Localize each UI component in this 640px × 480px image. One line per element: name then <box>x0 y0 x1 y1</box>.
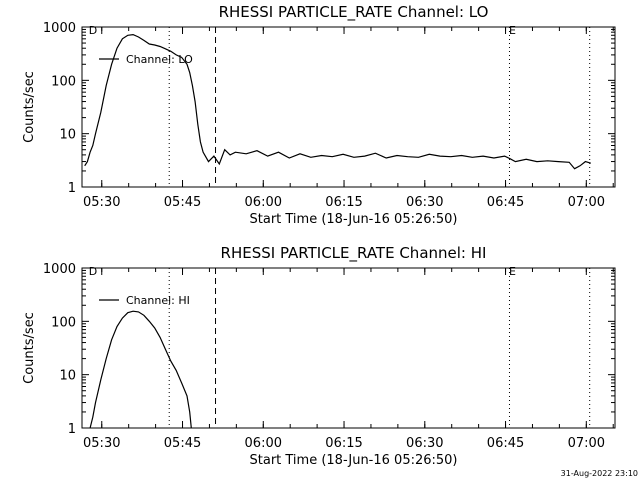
x-tick-label: 06:00 <box>245 436 282 451</box>
x-tick-label: 06:15 <box>325 195 362 210</box>
x-tick-label: 07:00 <box>568 436 605 451</box>
y-tick-label: 1000 <box>43 262 76 277</box>
chart-title: RHESSI PARTICLE_RATE Channel: HI <box>221 244 487 263</box>
footer-timestamp: 31-Aug-2022 23:10 <box>561 469 638 478</box>
x-tick-label: 05:30 <box>83 195 120 210</box>
x-tick-label: 06:45 <box>487 195 524 210</box>
x-tick-label: 06:15 <box>325 436 362 451</box>
x-axis-label: Start Time (18-Jun-16 05:26:50) <box>250 212 458 227</box>
x-tick-label: 06:30 <box>406 195 443 210</box>
y-tick-label: 1 <box>68 422 76 437</box>
x-tick-label: 05:45 <box>164 436 201 451</box>
x-tick-label: 07:00 <box>568 195 605 210</box>
series-line <box>84 33 591 170</box>
corner-marker-label: D <box>89 265 97 278</box>
y-tick-label: 10 <box>59 128 76 143</box>
vline-label: E <box>509 265 516 278</box>
plot-frame <box>81 267 616 429</box>
y-tick-label: 10 <box>59 369 76 384</box>
y-tick-label: 1000 <box>43 21 76 36</box>
corner-marker-label: D <box>89 24 97 37</box>
x-axis-label: Start Time (18-Jun-16 05:26:50) <box>250 453 458 468</box>
y-tick-label: 100 <box>51 74 76 89</box>
chart-panel-lo: RHESSI PARTICLE_RATE Channel: LO 1 10 100 10… <box>22 3 616 227</box>
y-tick-label: 1 <box>68 181 76 196</box>
x-tick-label: 06:00 <box>245 195 282 210</box>
legend-label: Channel: LO <box>126 53 193 66</box>
plot-frame <box>81 26 616 188</box>
x-tick-label: 05:45 <box>164 195 201 210</box>
chart-panel-hi: RHESSI PARTICLE_RATE Channel: HI 1 10 100 10… <box>22 244 616 468</box>
x-tick-label: 06:45 <box>487 436 524 451</box>
legend-label: Channel: HI <box>126 294 190 307</box>
y-axis-label: Counts/sec <box>22 312 37 384</box>
chart-title: RHESSI PARTICLE_RATE Channel: LO <box>219 3 489 22</box>
x-tick-label: 05:30 <box>83 436 120 451</box>
y-axis-label: Counts/sec <box>22 71 37 143</box>
vline-label: E <box>509 24 516 37</box>
y-tick-label: 100 <box>51 315 76 330</box>
x-tick-label: 06:30 <box>406 436 443 451</box>
series-line <box>89 310 192 428</box>
